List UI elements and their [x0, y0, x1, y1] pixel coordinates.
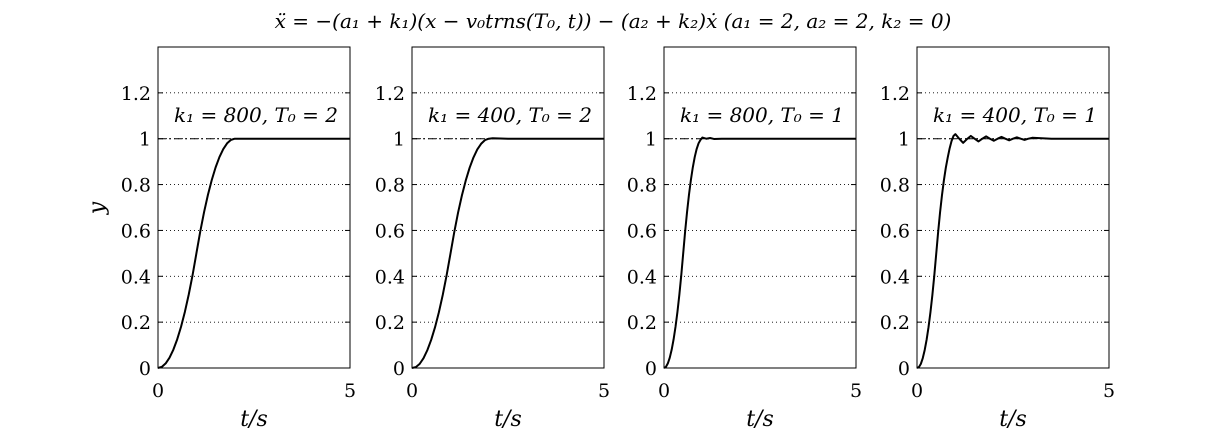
x-tick-label: 5 [850, 380, 862, 402]
y-tick-label: 0.8 [121, 175, 151, 197]
plot-frame [411, 46, 605, 369]
y-tick-label: 1.2 [880, 83, 910, 105]
y-tick-label: 0 [898, 358, 910, 380]
y-tick-label: 1 [898, 129, 910, 151]
x-axis-label: t/s [494, 407, 522, 432]
y-tick-label: 0.2 [627, 312, 657, 334]
y-tick-label: 0 [139, 358, 151, 380]
parameter-annotation: k₁ = 400, T₀ = 2 [428, 103, 592, 127]
response-curve [916, 133, 1109, 369]
x-axis-label: t/s [240, 407, 268, 432]
x-tick-label: 0 [152, 380, 164, 402]
plot-frame [157, 46, 351, 369]
y-tick-label: 0 [393, 358, 405, 380]
y-tick-label: 0.4 [375, 266, 405, 288]
y-tick-label: 0.8 [880, 175, 910, 197]
subplot-3: 0 0.2 0.4 0.6 0.8 1 1.2 0 5 k₁ = 800, T₀ = 1 t/s [627, 46, 862, 432]
x-tick-label: 0 [911, 380, 923, 402]
y-tick-label: 0.6 [880, 220, 910, 242]
y-tick-label: 1 [139, 129, 151, 151]
response-curve [157, 137, 350, 369]
y-tick-label: 0.4 [627, 266, 657, 288]
plot-frame [916, 46, 1110, 369]
response-curve [663, 136, 856, 369]
y-tick-label: 0.2 [880, 312, 910, 334]
y-tick-label: 0.8 [627, 175, 657, 197]
y-tick-label: 1.2 [121, 83, 151, 105]
figure-title: ẍ = −(a₁ + k₁)(x − v₀trns(T₀, t)) − (a₂ … [275, 9, 952, 33]
x-tick-label: 0 [658, 380, 670, 402]
y-tick-label: 0.4 [880, 266, 910, 288]
y-tick-label: 0.6 [121, 220, 151, 242]
subplot-2: 0 0.2 0.4 0.6 0.8 1 1.2 0 5 k₁ = 400, T₀ = 2 t/s [375, 46, 610, 432]
y-tick-label: 1.2 [375, 83, 405, 105]
response-curve [411, 137, 604, 369]
x-tick-label: 5 [344, 380, 356, 402]
y-tick-label: 0.6 [627, 220, 657, 242]
plot-frame [663, 46, 857, 369]
y-axis-label: y [85, 201, 110, 215]
x-axis-label: t/s [999, 407, 1027, 432]
parameter-annotation: k₁ = 800, T₀ = 1 [680, 103, 844, 127]
parameter-annotation: k₁ = 400, T₀ = 1 [933, 103, 1097, 127]
subplot-1: 0 0.2 0.4 0.6 0.8 1 1.2 0 5 k₁ = 800, T₀ = 2 t/s y [85, 46, 356, 432]
subplot-4: 0 0.2 0.4 0.6 0.8 1 1.2 0 5 k₁ = 400, T₀ = 1 t/s [880, 46, 1115, 432]
subplot-grid: 00.20.40.60.811.20 5k₁ = 800, T₀ = 2t/sy0… [85, 46, 1115, 432]
y-tick-label: 0 [645, 358, 657, 380]
y-tick-label: 0.8 [375, 175, 405, 197]
y-tick-label: 0.6 [375, 220, 405, 242]
y-tick-label: 1 [393, 129, 405, 151]
x-tick-label: 5 [1103, 380, 1115, 402]
y-tick-label: 0.4 [121, 266, 151, 288]
x-tick-label: 0 [406, 380, 418, 402]
x-axis-label: t/s [746, 407, 774, 432]
y-tick-label: 0.2 [121, 312, 151, 334]
y-tick-label: 0.2 [375, 312, 405, 334]
y-tick-label: 1 [645, 129, 657, 151]
parameter-annotation: k₁ = 800, T₀ = 2 [174, 103, 338, 127]
y-tick-label: 1.2 [627, 83, 657, 105]
x-tick-label: 5 [598, 380, 610, 402]
